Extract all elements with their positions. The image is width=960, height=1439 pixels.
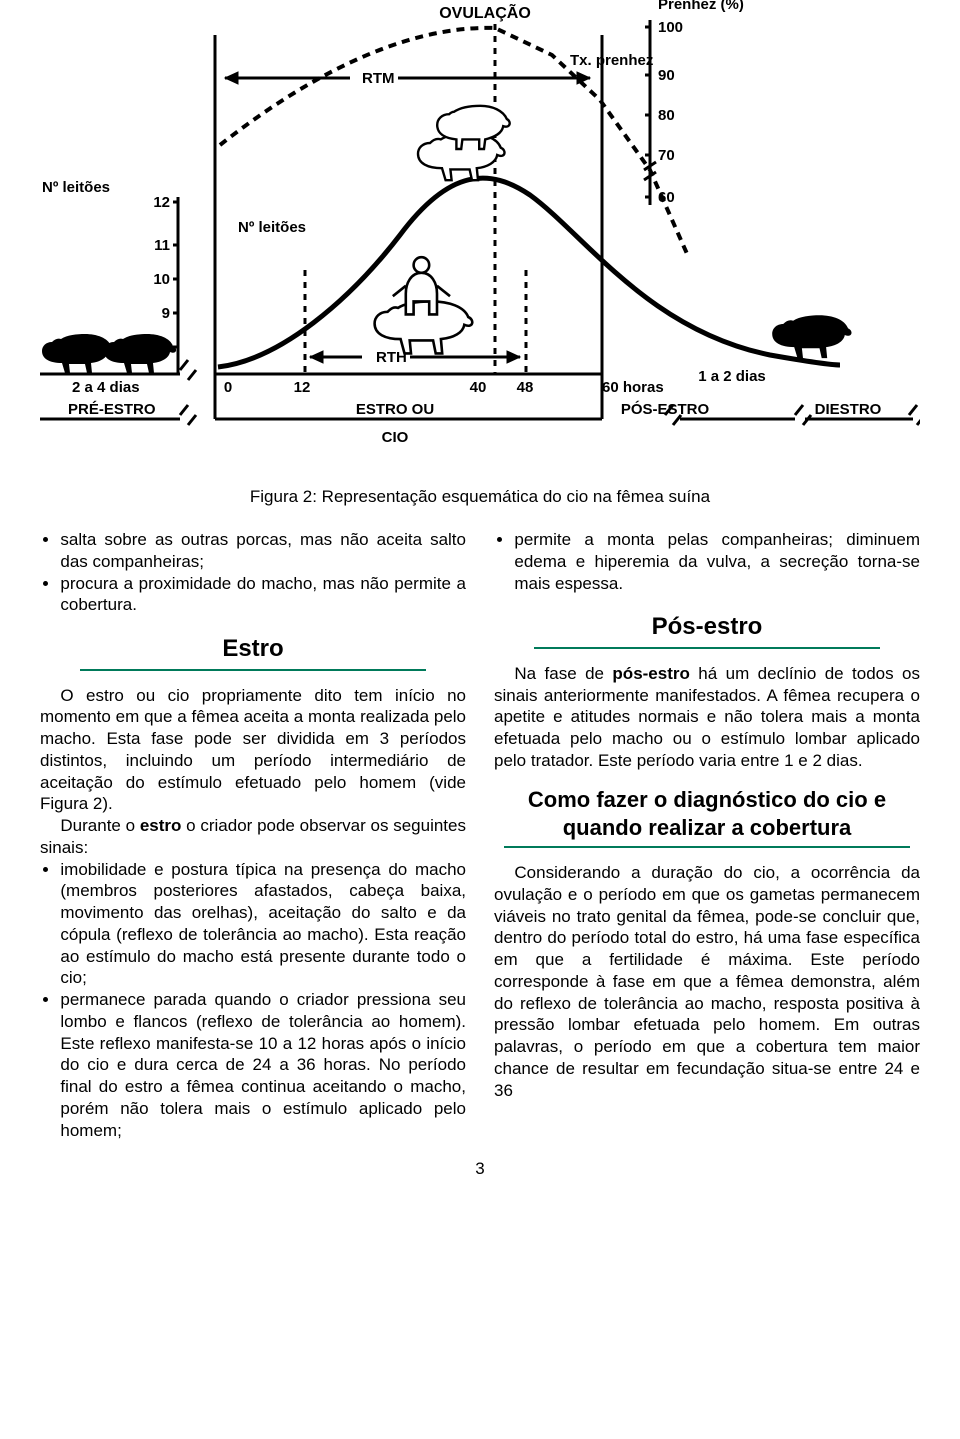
bullet: salta sobre as outras porcas, mas não ac… <box>60 529 466 573</box>
label-ovulacao: OVULAÇÃO <box>439 2 531 22</box>
x-48: 48 <box>517 379 534 396</box>
phase-cio: CIO <box>382 429 409 446</box>
section-rule <box>534 647 880 649</box>
pig-icon <box>772 315 851 358</box>
left-tick-12: 12 <box>153 194 170 211</box>
bullet: procura a proximidade do macho, mas não … <box>60 573 466 617</box>
phase-estro-ou: ESTRO OU <box>356 401 434 418</box>
body-columns: salta sobre as outras porcas, mas não ac… <box>40 529 920 1141</box>
heading-pos-estro: Pós-estro <box>494 612 920 643</box>
label-prenhez-pct: Prenhez (%) <box>658 0 744 13</box>
page-container: OVULAÇÃO Prenhez (%) 100 90 80 70 60 Tx.… <box>0 0 960 1209</box>
bullet: imobilidade e postura típica na presença… <box>60 859 466 990</box>
estro-para-2: Durante o estro o criador pode observar … <box>40 815 466 859</box>
heading-diagnostico: Como fazer o diagnóstico do cio e quando… <box>494 786 920 842</box>
estro-bullet-list: imobilidade e postura típica na presença… <box>40 859 466 1142</box>
heading-estro: Estro <box>40 634 466 665</box>
diag-para: Considerando a duração do cio, a ocorrên… <box>494 862 920 1101</box>
figure-svg: OVULAÇÃO Prenhez (%) 100 90 80 70 60 Tx.… <box>40 0 920 470</box>
left-top-bullets: salta sobre as outras porcas, mas não ac… <box>40 529 466 616</box>
label-n-leitoes-inner: Nº leitões <box>238 219 306 236</box>
right-tick-80: 80 <box>658 107 675 124</box>
right-top-bullet: permite a monta pelas companheiras; dimi… <box>494 529 920 594</box>
right-tick-90: 90 <box>658 67 675 84</box>
pos-para: Na fase de pós-estro há um declínio de t… <box>494 663 920 772</box>
x-40: 40 <box>470 379 487 396</box>
left-tick-11: 11 <box>154 237 170 254</box>
section-rule <box>80 669 426 671</box>
pig-icon <box>104 334 176 373</box>
label-rtm: RTM <box>362 70 395 87</box>
bullet: permanece parada quando o criador pressi… <box>60 989 466 1141</box>
x-12: 12 <box>294 379 311 396</box>
phase-preestro: PRÉ-ESTRO <box>68 401 156 418</box>
right-tick-70: 70 <box>658 147 675 164</box>
x-60h: 60 horas <box>602 379 664 396</box>
label-tx-prenhez: Tx. prenhez <box>570 52 653 69</box>
figure-caption: Figura 2: Representação esquemática do c… <box>40 487 920 507</box>
pos-duration: 1 a 2 dias <box>698 368 766 385</box>
man-on-pig-icon <box>375 257 473 353</box>
estro-para-1: O estro ou cio propriamente dito tem iní… <box>40 685 466 816</box>
right-tick-100: 100 <box>658 19 683 36</box>
left-tick-9: 9 <box>162 305 170 322</box>
label-n-leitoes-outer: Nº leitões <box>42 179 110 196</box>
figure-2: OVULAÇÃO Prenhez (%) 100 90 80 70 60 Tx.… <box>40 0 920 507</box>
x-0: 0 <box>224 379 232 396</box>
phase-posestro: PÓS-ESTRO <box>621 400 710 418</box>
label-preestro-duration: 2 a 4 dias <box>72 379 140 396</box>
page-number: 3 <box>40 1159 920 1179</box>
left-tick-10: 10 <box>153 271 170 288</box>
section-rule <box>504 846 910 848</box>
phase-diestro: DIESTRO <box>815 401 882 418</box>
label-rth: RTH <box>376 349 407 366</box>
pig-icon <box>42 334 114 373</box>
bullet: permite a monta pelas companheiras; dimi… <box>514 529 920 594</box>
